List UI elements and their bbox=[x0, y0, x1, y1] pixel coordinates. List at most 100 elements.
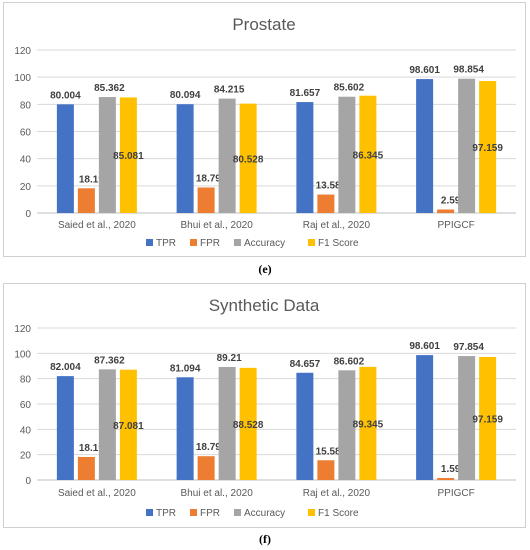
bar-fpr-saied-et-al-2020 bbox=[77, 188, 95, 213]
y-tick-label: 100 bbox=[14, 349, 31, 360]
chart-prostate: Prostate 0 20 40 60 80 100 120 80.004 18.19 85.362… bbox=[14, 15, 516, 249]
bar-tpr-raj-et-al-2020 bbox=[296, 102, 314, 213]
chart-panel-prostate: Prostate 0 20 40 60 80 100 120 80.004 18.19 85.362… bbox=[3, 2, 526, 257]
x-category-label: PPIGCF bbox=[438, 220, 475, 231]
legend-label-tpr: TPR bbox=[156, 238, 176, 249]
y-tick-label: 20 bbox=[20, 182, 32, 193]
y-tick-label: 80 bbox=[20, 100, 32, 111]
legend-swatch-accuracy bbox=[234, 239, 241, 246]
chart-panel-synthetic: Synthetic Data 0 20 40 60 80 100 120 82.004 18.19… bbox=[3, 283, 526, 528]
data-label-f1-score-bhui-et-al-2020: 80.528 bbox=[233, 154, 264, 165]
data-label-tpr-ppigcf: 98.601 bbox=[409, 65, 440, 76]
bar-accuracy-ppigcf bbox=[458, 356, 476, 480]
legend-swatch-tpr bbox=[146, 239, 153, 246]
data-label-tpr-bhui-et-al-2020: 81.094 bbox=[170, 363, 201, 374]
bar-fpr-raj-et-al-2020 bbox=[317, 194, 335, 213]
data-label-accuracy-ppigcf: 97.854 bbox=[453, 342, 484, 353]
x-category-label: Raj et al., 2020 bbox=[303, 220, 371, 231]
bar-tpr-saied-et-al-2020 bbox=[56, 104, 74, 213]
caption-e: (e) bbox=[258, 262, 272, 276]
x-category-label: Raj et al., 2020 bbox=[303, 488, 371, 499]
legend-swatch-f1-score bbox=[308, 239, 315, 246]
legend-label-fpr: FPR bbox=[200, 508, 220, 519]
x-category-label: Bhui et al., 2020 bbox=[180, 488, 253, 499]
data-label-f1-score-ppigcf: 97.159 bbox=[472, 414, 503, 425]
data-label-fpr-bhui-et-al-2020: 18.796 bbox=[196, 173, 227, 184]
legend-swatch-accuracy bbox=[234, 509, 241, 516]
y-tick-label: 40 bbox=[20, 155, 32, 166]
y-tick-label: 100 bbox=[14, 73, 31, 84]
bar-accuracy-raj-et-al-2020 bbox=[338, 370, 356, 480]
bar-tpr-bhui-et-al-2020 bbox=[176, 104, 194, 213]
x-category-label: Saied et al., 2020 bbox=[58, 220, 136, 231]
bar-fpr-ppigcf bbox=[437, 477, 455, 480]
y-tick-label: 0 bbox=[25, 476, 31, 487]
bar-tpr-ppigcf bbox=[416, 79, 434, 213]
bar-f1-score-saied-et-al-2020 bbox=[119, 369, 137, 480]
x-category-label: PPIGCF bbox=[438, 488, 475, 499]
bar-f1-score-ppigcf bbox=[479, 356, 497, 480]
y-tick-label: 20 bbox=[20, 451, 32, 462]
data-label-tpr-bhui-et-al-2020: 80.094 bbox=[170, 90, 201, 101]
bar-fpr-ppigcf bbox=[437, 209, 455, 213]
bar-f1-score-saied-et-al-2020 bbox=[119, 97, 137, 213]
x-category-label: Saied et al., 2020 bbox=[58, 488, 136, 499]
data-label-fpr-ppigcf: 2.59 bbox=[441, 195, 461, 206]
y-tick-label: 80 bbox=[20, 375, 32, 386]
data-label-tpr-raj-et-al-2020: 84.657 bbox=[290, 359, 321, 370]
bar-tpr-raj-et-al-2020 bbox=[296, 372, 314, 480]
data-label-accuracy-bhui-et-al-2020: 84.215 bbox=[214, 85, 245, 96]
bar-tpr-ppigcf bbox=[416, 355, 434, 480]
legend-label-fpr: FPR bbox=[200, 238, 220, 249]
caption-f: (f) bbox=[259, 532, 271, 546]
legend-swatch-tpr bbox=[146, 509, 153, 516]
bar-fpr-bhui-et-al-2020 bbox=[197, 456, 215, 480]
legend-label-accuracy: Accuracy bbox=[244, 508, 285, 519]
data-label-f1-score-bhui-et-al-2020: 88.528 bbox=[233, 420, 264, 431]
x-category-label: Bhui et al., 2020 bbox=[180, 220, 253, 231]
bar-accuracy-saied-et-al-2020 bbox=[98, 369, 116, 480]
chart-title: Synthetic Data bbox=[209, 296, 320, 315]
data-label-tpr-raj-et-al-2020: 81.657 bbox=[290, 88, 321, 99]
chart-title: Prostate bbox=[232, 15, 295, 34]
chart-synthetic-data: Synthetic Data 0 20 40 60 80 100 120 82.004 18.19… bbox=[14, 296, 516, 519]
data-label-fpr-raj-et-al-2020: 15.582 bbox=[316, 446, 347, 457]
bar-f1-score-ppigcf bbox=[479, 81, 497, 213]
data-label-f1-score-ppigcf: 97.159 bbox=[472, 143, 503, 154]
bar-f1-score-raj-et-al-2020 bbox=[359, 95, 377, 213]
bar-tpr-saied-et-al-2020 bbox=[56, 376, 74, 480]
data-label-fpr-raj-et-al-2020: 13.582 bbox=[316, 181, 347, 192]
bar-accuracy-saied-et-al-2020 bbox=[98, 97, 116, 213]
y-tick-label: 60 bbox=[20, 400, 32, 411]
legend-swatch-f1-score bbox=[308, 509, 315, 516]
data-label-fpr-bhui-et-al-2020: 18.796 bbox=[196, 442, 227, 453]
y-tick-label: 120 bbox=[14, 46, 31, 57]
legend-label-tpr: TPR bbox=[156, 508, 176, 519]
y-tick-label: 60 bbox=[20, 128, 32, 139]
data-label-fpr-saied-et-al-2020: 18.19 bbox=[79, 174, 104, 185]
legend-label-accuracy: Accuracy bbox=[244, 238, 285, 249]
bar-tpr-bhui-et-al-2020 bbox=[176, 377, 194, 480]
bar-f1-score-bhui-et-al-2020 bbox=[239, 367, 257, 480]
data-label-tpr-ppigcf: 98.601 bbox=[409, 341, 440, 352]
data-label-accuracy-saied-et-al-2020: 85.362 bbox=[94, 83, 125, 94]
bar-f1-score-raj-et-al-2020 bbox=[359, 366, 377, 480]
data-label-tpr-saied-et-al-2020: 82.004 bbox=[50, 362, 81, 373]
bar-accuracy-bhui-et-al-2020 bbox=[218, 98, 236, 213]
bar-accuracy-ppigcf bbox=[458, 78, 476, 213]
bar-fpr-raj-et-al-2020 bbox=[317, 460, 335, 480]
y-tick-label: 40 bbox=[20, 425, 32, 436]
bar-accuracy-bhui-et-al-2020 bbox=[218, 367, 236, 480]
data-label-f1-score-raj-et-al-2020: 86.345 bbox=[353, 150, 384, 161]
y-tick-label: 0 bbox=[25, 209, 31, 220]
bar-fpr-bhui-et-al-2020 bbox=[197, 187, 215, 213]
data-label-accuracy-raj-et-al-2020: 85.602 bbox=[334, 83, 365, 94]
data-label-accuracy-bhui-et-al-2020: 89.21 bbox=[217, 353, 242, 364]
bar-f1-score-bhui-et-al-2020 bbox=[239, 103, 257, 213]
legend-swatch-fpr bbox=[190, 239, 197, 246]
data-label-accuracy-saied-et-al-2020: 87.362 bbox=[94, 355, 125, 366]
data-label-f1-score-raj-et-al-2020: 89.345 bbox=[353, 419, 384, 430]
y-tick-label: 120 bbox=[14, 324, 31, 335]
bar-fpr-saied-et-al-2020 bbox=[77, 456, 95, 480]
data-label-accuracy-raj-et-al-2020: 86.602 bbox=[334, 356, 365, 367]
